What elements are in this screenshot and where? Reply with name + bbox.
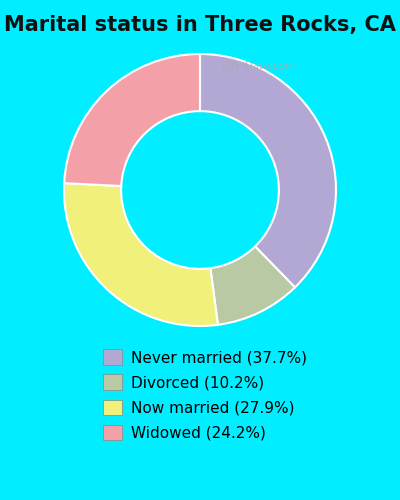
Legend: Never married (37.7%), Divorced (10.2%), Now married (27.9%), Widowed (24.2%): Never married (37.7%), Divorced (10.2%),… (96, 342, 314, 448)
Wedge shape (64, 183, 218, 326)
Wedge shape (64, 54, 200, 186)
Text: City-Data.com: City-Data.com (221, 61, 295, 71)
Wedge shape (200, 54, 336, 288)
Text: Marital status in Three Rocks, CA: Marital status in Three Rocks, CA (4, 15, 396, 35)
Wedge shape (210, 246, 295, 325)
